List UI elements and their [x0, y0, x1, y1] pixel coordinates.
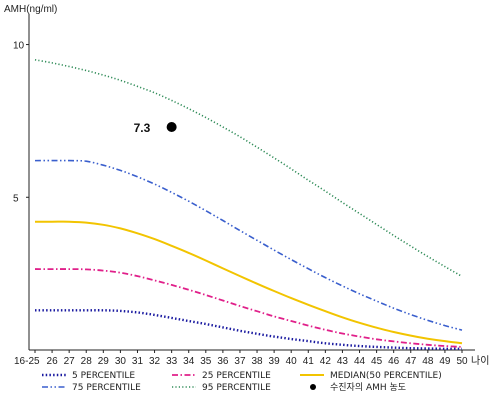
- legend-label: 5 PERCENTILE: [72, 371, 135, 381]
- x-tick-label: 40: [286, 356, 298, 367]
- x-tick-label: 46: [388, 356, 400, 367]
- x-tick-label: 26: [47, 356, 59, 367]
- x-tick-label: 44: [354, 356, 366, 367]
- x-tick-label: 16-25: [14, 356, 40, 367]
- patient-amh-point: [166, 122, 177, 133]
- plot-area: AMH(ng/ml) 나이 5 10 16-25 26 27 28 29 30 31 32 33 3…: [4, 4, 489, 367]
- x-tick-label: 29: [98, 356, 110, 367]
- legend: 5 PERCENTILE 25 PERCENTILE MEDIAN(50 PERCE…: [42, 371, 442, 393]
- x-tick-label: 45: [371, 356, 383, 367]
- y-axis-label: AMH(ng/ml): [4, 4, 57, 15]
- series-line-95-percentile: [34, 59, 463, 278]
- x-tick-label: 33: [166, 356, 178, 367]
- x-tick-label: 37: [234, 356, 246, 367]
- series-line-5-percentile: [34, 309, 462, 351]
- legend-label: 75 PERCENTILE: [72, 383, 141, 393]
- series-line-25-percentile: [34, 268, 463, 348]
- x-tick-label: 38: [251, 356, 263, 367]
- x-tick-label: 34: [183, 356, 195, 367]
- x-tick-label: 30: [115, 356, 127, 367]
- x-tick-label: 27: [64, 356, 76, 367]
- marker-layer: 7.3: [134, 121, 177, 135]
- series-line-median-50-percentile: [34, 220, 463, 345]
- y-tick-label: 5: [13, 193, 19, 204]
- legend-label: 95 PERCENTILE: [202, 383, 271, 393]
- x-tick-label: 42: [320, 356, 332, 367]
- x-tick-label: 43: [337, 356, 349, 367]
- x-tick-label: 35: [200, 356, 212, 367]
- x-ticks: 16-25 26 27 28 29 30 31 32 33 34 35 36 37 38 39 40 41 42 4…: [14, 350, 468, 367]
- x-tick-label: 48: [422, 356, 434, 367]
- x-tick-label: 41: [303, 356, 315, 367]
- x-tick-label: 39: [269, 356, 281, 367]
- x-tick-label: 28: [81, 356, 93, 367]
- legend-label: 수진자의 AMH 농도: [330, 382, 406, 393]
- series-line-75-percentile: [34, 159, 463, 331]
- y-ticks: 5 10: [13, 41, 29, 204]
- series-lines: [34, 59, 463, 351]
- patient-amh-value-label: 7.3: [134, 121, 151, 135]
- legend-label: MEDIAN(50 PERCENTILE): [330, 371, 442, 381]
- legend-marker-swatch: [310, 384, 316, 390]
- x-axis-label: 나이: [471, 355, 489, 367]
- y-tick-label: 10: [13, 41, 25, 52]
- x-tick-label: 36: [217, 356, 229, 367]
- legend-label: 25 PERCENTILE: [202, 371, 271, 381]
- x-tick-label: 31: [132, 356, 144, 367]
- x-tick-label: 49: [439, 356, 451, 367]
- x-tick-label: 50: [456, 356, 468, 367]
- x-tick-label: 32: [149, 356, 161, 367]
- x-tick-label: 47: [405, 356, 417, 367]
